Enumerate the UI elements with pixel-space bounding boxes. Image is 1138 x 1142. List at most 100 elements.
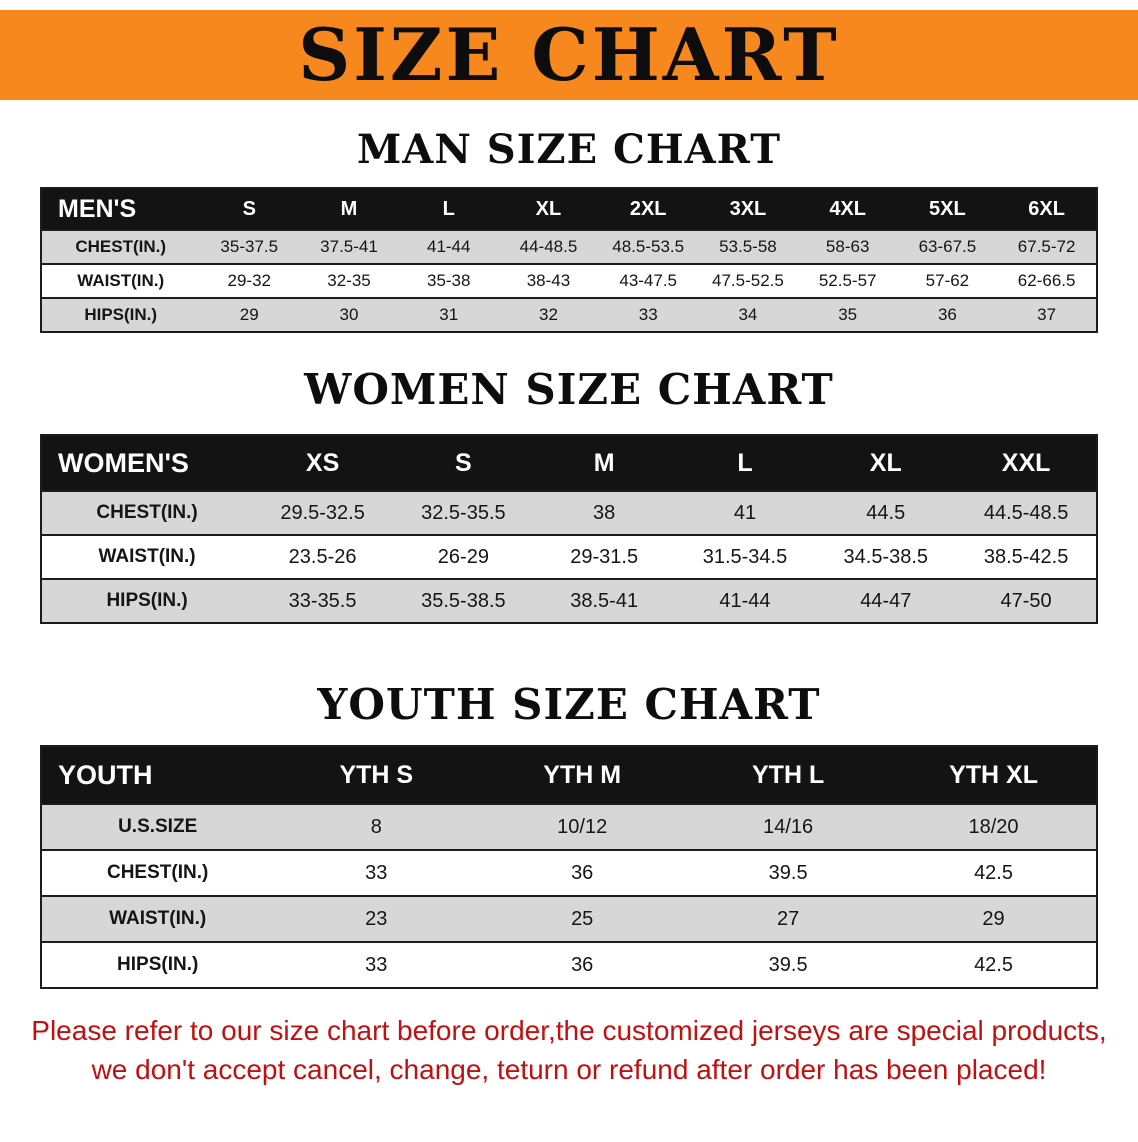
measurement-value: 32-35 [327,271,371,290]
size-column-header: 4XL [797,188,898,230]
measurement-value: 42.5 [974,953,1013,976]
row-label: CHEST(IN.) [106,862,209,883]
men-size-heading: MAN SIZE CHART [357,126,781,173]
size-column-header: M [533,435,675,491]
row-label: U.S.SIZE [118,816,198,837]
table-header-row: WOMEN'S XS S M L XL XXL [41,435,1097,491]
size-column-header: 6XL [997,188,1097,230]
table-row: U.S.SIZE 8 10/12 14/16 18/20 [41,804,1097,850]
table-row: WAIST(IN.) 29-32 32-35 35-38 38-43 43-47.5 47.… [41,264,1097,298]
measurement-value: 39.5 [768,861,808,884]
size-column-header: 5XL [897,188,998,230]
measurement-value: 23 [365,907,388,930]
measurement-value: 33 [365,861,388,884]
size-column-header: M [299,188,399,230]
order-disclaimer: Please refer to our size chart before or… [30,1011,1108,1089]
size-column-header: 3XL [698,188,798,230]
measurement-value: 8 [370,815,382,838]
measurement-value: 58-63 [825,237,870,256]
size-column-header: XL [815,435,957,491]
measurement-value: 34 [738,305,758,324]
banner-title: SIZE CHART [298,12,840,97]
row-label: WAIST(IN.) [77,271,165,290]
measurement-value: 38.5-41 [570,589,639,612]
table-row: CHEST(IN.) 33 36 39.5 42.5 [41,850,1097,896]
measurement-value: 39.5 [768,953,808,976]
measurement-value: 33-35.5 [288,589,357,612]
row-label: CHEST(IN.) [75,237,167,256]
size-column-header: L [398,188,499,230]
measurement-value: 62-66.5 [1017,271,1076,290]
measurement-value: 32 [539,305,558,324]
measurement-value: 35 [838,305,858,324]
youth-size-heading: YOUTH SIZE CHART [317,680,821,729]
measurement-value: 48.5-53.5 [612,237,685,256]
measurement-value: 63-67.5 [918,237,977,256]
size-column-header: YTH M [479,746,686,804]
row-label: HIPS(IN.) [84,305,158,324]
measurement-value: 37 [1037,305,1057,324]
measurement-value: 35-37.5 [220,237,279,256]
row-label: WAIST(IN.) [98,546,196,567]
table-header-row: YOUTH YTH S YTH M YTH L YTH XL [41,746,1097,804]
measurement-value: 67.5-72 [1017,237,1076,256]
row-label: HIPS(IN.) [106,590,188,611]
table-row: CHEST(IN.) 29.5-32.5 32.5-35.5 38 41 44.5 44.5… [41,491,1097,535]
row-label: WAIST(IN.) [109,908,207,929]
table-row: WAIST(IN.) 23.5-26 26-29 29-31.5 31.5-34.5 34… [41,535,1097,579]
measurement-value: 38-43 [526,271,571,290]
measurement-value: 31.5-34.5 [702,545,788,568]
measurement-value: 47-50 [1000,589,1052,612]
row-label: HIPS(IN.) [117,954,199,975]
measurement-value: 26-29 [437,545,489,568]
size-column-header: L [674,435,816,491]
size-column-header: XXL [956,435,1097,491]
size-column-header: XL [498,188,599,230]
size-chart-page: SIZE CHART MAN SIZE CHART MEN'S S M L XL 2XL 3… [0,10,1138,1142]
men-size-table: MEN'S S M L XL 2XL 3XL 4XL 5XL 6XL CHEST(IN.) 35-37… [40,187,1098,333]
table-row: HIPS(IN.) 33-35.5 35.5-38.5 38.5-41 41-44 44-… [41,579,1097,623]
youth-size-section: YOUTH SIZE CHART YOUTH YTH S YTH M YTH L YTH… [0,680,1138,989]
row-label: CHEST(IN.) [96,502,198,523]
men-size-section: MAN SIZE CHART MEN'S S M L XL 2XL 3XL 4XL 5XL 6XL… [0,126,1138,333]
table-category-label: MEN'S [41,188,200,230]
youth-size-table: YOUTH YTH S YTH M YTH L YTH XL U.S.SIZE 8 10/12… [40,745,1098,989]
size-column-header: S [392,435,534,491]
measurement-value: 29 [982,907,1005,930]
measurement-value: 44-47 [860,589,912,612]
measurement-value: 41-44 [719,589,771,612]
measurement-value: 32.5-35.5 [421,501,506,524]
measurement-value: 10/12 [557,815,608,838]
measurement-value: 29-32 [227,271,271,290]
measurement-value: 35.5-38.5 [421,589,506,612]
measurement-value: 36 [937,305,957,324]
measurement-value: 36 [571,953,594,976]
disclaimer-line-1: Please refer to our size chart before or… [31,1015,1107,1046]
disclaimer-line-2: we don't accept cancel, change, teturn o… [91,1054,1047,1086]
size-column-header: 2XL [598,188,699,230]
measurement-value: 47.5-52.5 [712,271,784,290]
measurement-value: 38 [593,501,616,524]
measurement-value: 38.5-42.5 [983,545,1069,568]
measurement-value: 33 [638,305,658,324]
table-row: WAIST(IN.) 23 25 27 29 [41,896,1097,942]
measurement-value: 57-62 [925,271,970,290]
measurement-value: 44.5 [866,501,906,524]
measurement-value: 43-47.5 [619,271,678,290]
measurement-value: 37.5-41 [320,237,378,256]
women-size-heading: WOMEN SIZE CHART [304,365,834,414]
measurement-value: 33 [365,953,388,976]
measurement-value: 29-31.5 [570,545,639,568]
table-category-label: YOUTH [41,746,274,804]
table-header-row: MEN'S S M L XL 2XL 3XL 4XL 5XL 6XL [41,188,1097,230]
table-row: HIPS(IN.) 33 36 39.5 42.5 [41,942,1097,988]
size-column-header: YTH L [685,746,892,804]
size-column-header: YTH S [273,746,480,804]
measurement-value: 25 [571,907,594,930]
measurement-value: 53.5-58 [719,237,777,256]
measurement-value: 29 [239,305,259,324]
measurement-value: 31 [439,305,459,324]
measurement-value: 23.5-26 [288,545,357,568]
measurement-value: 14/16 [763,815,814,838]
measurement-value: 44-48.5 [519,237,578,256]
